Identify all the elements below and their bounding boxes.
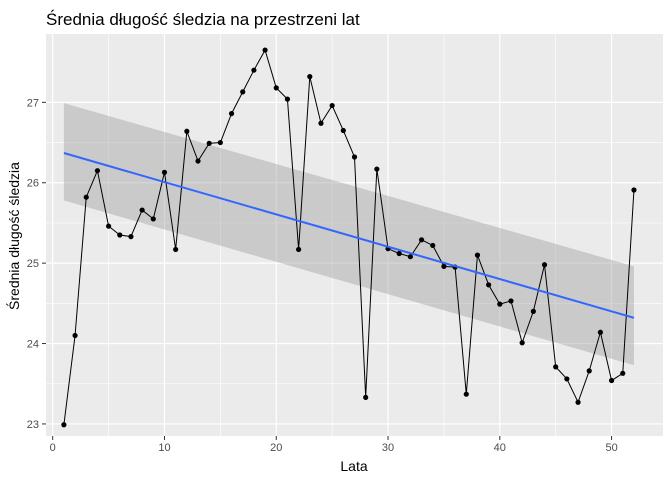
y-tick-label: 26 xyxy=(27,178,39,190)
x-tick-label: 10 xyxy=(158,442,170,454)
data-point xyxy=(284,96,291,102)
data-point xyxy=(620,370,626,376)
data-point xyxy=(541,262,548,268)
data-point xyxy=(195,158,201,164)
data-point xyxy=(173,246,179,253)
data-point xyxy=(206,140,212,146)
data-point xyxy=(83,194,89,200)
data-point xyxy=(228,110,235,117)
data-point xyxy=(463,391,469,397)
data-point xyxy=(240,89,246,95)
data-point xyxy=(296,246,302,253)
data-point xyxy=(608,377,615,384)
y-axis-title: Średnia długość śledzia xyxy=(5,162,22,310)
data-point xyxy=(184,128,190,134)
data-point xyxy=(150,216,156,222)
data-point xyxy=(474,252,481,258)
data-point xyxy=(139,207,145,213)
data-point xyxy=(396,250,402,257)
data-point xyxy=(61,422,67,428)
data-point xyxy=(430,242,436,249)
data-point xyxy=(262,47,268,53)
data-point xyxy=(363,394,369,401)
data-point xyxy=(117,232,123,238)
y-tick-label: 25 xyxy=(27,258,39,270)
data-point xyxy=(351,154,358,160)
grid-major xyxy=(46,34,663,436)
data-point xyxy=(72,332,78,339)
plot-panel xyxy=(46,34,663,436)
data-point xyxy=(340,127,346,134)
confidence-band xyxy=(63,103,634,366)
data-point xyxy=(217,139,223,146)
data-point xyxy=(318,120,324,126)
data-point xyxy=(307,74,313,80)
data-point xyxy=(329,102,335,109)
y-tick-label: 24 xyxy=(27,339,39,351)
x-tick-label: 40 xyxy=(494,442,506,454)
data-point xyxy=(497,301,503,307)
data-point xyxy=(519,340,525,346)
data-point xyxy=(161,169,168,175)
data-point xyxy=(586,368,592,374)
data-point xyxy=(575,399,581,405)
data-point xyxy=(407,254,413,260)
grid-minor xyxy=(46,34,663,436)
data-point xyxy=(273,85,279,91)
data-point xyxy=(564,376,570,382)
data-point xyxy=(374,166,380,172)
x-tick-label: 30 xyxy=(382,442,394,454)
chart-title: Średnia długość śledzia na przestrzeni l… xyxy=(46,10,360,29)
data-point xyxy=(486,282,492,288)
trend-line xyxy=(63,152,635,319)
x-tick-label: 0 xyxy=(50,442,56,454)
x-tick-label: 20 xyxy=(270,442,282,454)
series-line xyxy=(63,48,635,425)
y-tick-label: 23 xyxy=(27,419,39,431)
data-point xyxy=(597,329,604,335)
data-point xyxy=(128,234,134,240)
data-points xyxy=(61,47,637,428)
y-axis-ticks: 23 24 25 26 27 xyxy=(27,97,46,431)
data-point xyxy=(553,364,559,370)
data-point xyxy=(251,67,257,73)
data-point xyxy=(418,237,425,243)
y-tick-label: 27 xyxy=(27,97,39,109)
data-point xyxy=(631,187,637,193)
data-point xyxy=(530,308,536,314)
x-tick-label: 50 xyxy=(605,442,617,454)
data-point xyxy=(94,168,101,174)
data-point xyxy=(508,298,514,304)
data-point xyxy=(105,223,112,229)
x-axis-title: Lata xyxy=(340,458,367,474)
x-axis-ticks: 0 10 20 30 40 50 xyxy=(50,436,618,454)
data-point xyxy=(441,263,447,269)
